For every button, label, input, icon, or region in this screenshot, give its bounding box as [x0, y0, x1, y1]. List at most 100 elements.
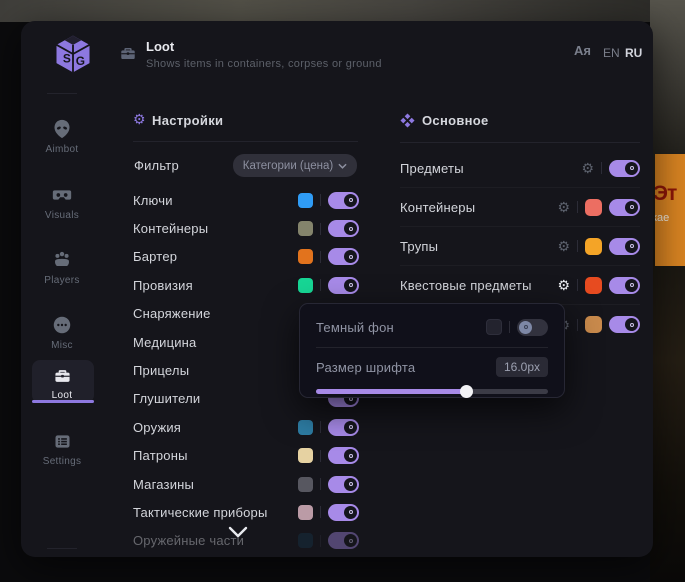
gear-icon[interactable]: ⚙ — [557, 277, 570, 293]
font-size-row: Размер шрифта 16.0px — [316, 356, 548, 378]
color-swatch[interactable] — [585, 316, 602, 333]
sidebar-item-settings[interactable]: Settings — [21, 431, 103, 467]
sidebar-active-indicator — [32, 400, 94, 403]
separator — [320, 250, 321, 263]
color-swatch[interactable] — [298, 277, 313, 293]
toggle-on[interactable] — [328, 475, 359, 493]
toggle-on[interactable] — [328, 418, 359, 436]
filter-row-keys: Ключи — [133, 186, 359, 214]
game-background-right — [650, 0, 685, 582]
filter-row-magazines: Магазины — [133, 470, 359, 498]
filter-row-barter: Бартер — [133, 243, 359, 271]
toggle-on[interactable] — [328, 191, 359, 209]
game-background-top — [0, 0, 685, 22]
alien-icon — [54, 119, 70, 139]
filter-row-ammo: Патроны — [133, 442, 359, 470]
sidebar-item-label: Aimbot — [45, 144, 79, 155]
toggle-on[interactable] — [609, 316, 640, 333]
sidebar-item-players[interactable]: Players — [21, 249, 103, 286]
separator — [320, 279, 321, 292]
row-label: Контейнеры — [133, 221, 209, 237]
main-section-title: Основное — [422, 113, 489, 128]
separator — [320, 534, 321, 547]
toggle-off[interactable] — [517, 318, 548, 336]
toggle-on[interactable] — [328, 248, 359, 266]
lang-en-button[interactable]: EN — [603, 46, 620, 60]
toggle-on[interactable] — [609, 198, 640, 216]
svg-text:S: S — [63, 51, 71, 65]
color-swatch[interactable] — [298, 476, 313, 492]
main-row-containers: Контейнеры ⚙ — [400, 188, 640, 227]
row-label: Глушители — [133, 391, 201, 407]
color-swatch[interactable] — [585, 276, 602, 294]
separator — [601, 162, 602, 174]
separator — [577, 279, 578, 291]
dark-background-label: Темный фон — [316, 319, 394, 335]
sidebar-item-label: Players — [44, 275, 80, 286]
sidebar-item-loot[interactable]: Loot — [21, 366, 103, 401]
translate-icon: Aя — [574, 43, 591, 58]
gear-icon[interactable]: ⚙ — [557, 238, 570, 254]
row-label: Снаряжение — [133, 306, 211, 322]
briefcase-icon — [54, 370, 70, 382]
toggle-on[interactable] — [328, 532, 359, 550]
color-swatch[interactable] — [298, 533, 313, 549]
svg-text:G: G — [76, 54, 85, 68]
chevron-down-icon — [338, 163, 347, 169]
toggle-on[interactable] — [609, 237, 640, 255]
sidebar-item-misc[interactable]: Misc — [21, 314, 103, 351]
dark-background-checkbox[interactable] — [486, 319, 502, 335]
row-label: Тактические приборы — [133, 504, 268, 520]
dark-background-row: Темный фон — [316, 316, 548, 338]
game-panel-text: Эт — [655, 182, 677, 205]
settings-section-title: Настройки — [152, 113, 224, 128]
app-logo: S G — [56, 35, 90, 73]
toggle-on[interactable] — [328, 276, 359, 294]
color-swatch[interactable] — [298, 221, 313, 237]
color-swatch[interactable] — [298, 504, 313, 520]
filter-dropdown[interactable]: Категории (цена) — [233, 154, 357, 177]
row-label: Магазины — [133, 476, 195, 492]
separator — [320, 506, 321, 519]
filter-dropdown-value: Категории (цена) — [242, 159, 334, 172]
toggle-on[interactable] — [328, 447, 359, 465]
quest-items-settings-popup: Темный фон Размер шрифта 16.0px — [299, 303, 565, 398]
section-divider — [133, 141, 358, 142]
toggle-on[interactable] — [609, 159, 640, 177]
color-swatch[interactable] — [298, 448, 313, 464]
separator — [320, 421, 321, 434]
gear-icon[interactable]: ⚙ — [581, 160, 594, 176]
font-size-label: Размер шрифта — [316, 359, 416, 375]
sidebar-item-aimbot[interactable]: Aimbot — [21, 118, 103, 155]
settings-list-icon — [55, 435, 69, 448]
separator — [320, 222, 321, 235]
color-swatch[interactable] — [585, 237, 602, 255]
players-group-icon — [55, 251, 69, 266]
row-label: Бартер — [133, 249, 178, 265]
sidebar-item-visuals[interactable]: Visuals — [21, 184, 103, 221]
main-row-items: Предметы ⚙ — [400, 149, 640, 188]
separator — [320, 449, 321, 462]
popup-divider — [316, 347, 548, 348]
filter-row-provisions: Провизия — [133, 271, 359, 299]
scroll-more-chevron-icon[interactable] — [228, 526, 248, 539]
filter-row-tactical: Тактические приборы — [133, 498, 359, 526]
row-label: Ключи — [133, 192, 173, 208]
toggle-on[interactable] — [609, 276, 640, 294]
font-size-slider[interactable] — [316, 385, 548, 398]
gear-icon[interactable]: ⚙ — [557, 199, 570, 215]
color-swatch[interactable] — [298, 249, 313, 265]
lang-ru-button[interactable]: RU — [625, 46, 643, 60]
slider-knob[interactable] — [459, 385, 473, 398]
toggle-on[interactable] — [328, 220, 359, 238]
gear-icon: ⚙ — [133, 111, 146, 127]
color-swatch[interactable] — [298, 192, 313, 208]
separator — [577, 240, 578, 252]
row-label: Трупы — [400, 238, 439, 254]
color-swatch[interactable] — [585, 198, 602, 216]
row-label: Оружия — [133, 419, 182, 435]
main-rows: Предметы ⚙ Контейнеры ⚙ Трупы ⚙ Квестовы… — [400, 149, 640, 344]
sidebar-item-label: Visuals — [44, 210, 80, 221]
toggle-on[interactable] — [328, 503, 359, 521]
color-swatch[interactable] — [298, 419, 313, 435]
